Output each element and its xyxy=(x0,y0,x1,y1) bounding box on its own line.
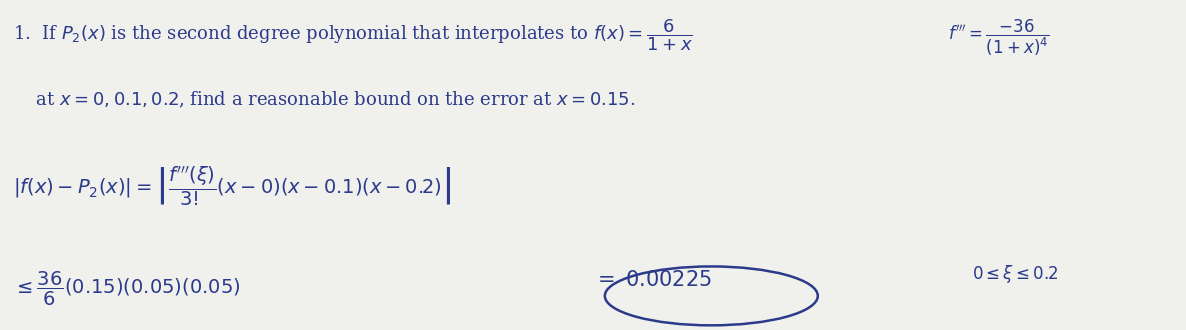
Text: at $x = 0, 0.1, 0.2$, find a reasonable bound on the error at $x = 0.15$.: at $x = 0, 0.1, 0.2$, find a reasonable … xyxy=(13,90,636,110)
Text: $0 \leq \xi \leq 0.2$: $0 \leq \xi \leq 0.2$ xyxy=(971,263,1058,285)
Text: $f^{\prime\prime\prime} = \dfrac{-36}{(1+x)^4}$: $f^{\prime\prime\prime} = \dfrac{-36}{(1… xyxy=(948,18,1050,58)
Text: $= \ 0.00225$: $= \ 0.00225$ xyxy=(593,270,712,290)
Text: $|f(x) - P_2(x)| = \left| \dfrac{f^{\prime\prime\prime}(\xi)}{3!}(x-0)(x-0.1)(x-: $|f(x) - P_2(x)| = \left| \dfrac{f^{\pri… xyxy=(13,165,452,209)
Text: $\leq \dfrac{36}{6}(0.15)(0.05)(0.05)$: $\leq \dfrac{36}{6}(0.15)(0.05)(0.05)$ xyxy=(13,270,241,308)
Text: 1.  If $P_2(x)$ is the second degree polynomial that interpolates to $f(x) = \df: 1. If $P_2(x)$ is the second degree poly… xyxy=(13,18,693,53)
